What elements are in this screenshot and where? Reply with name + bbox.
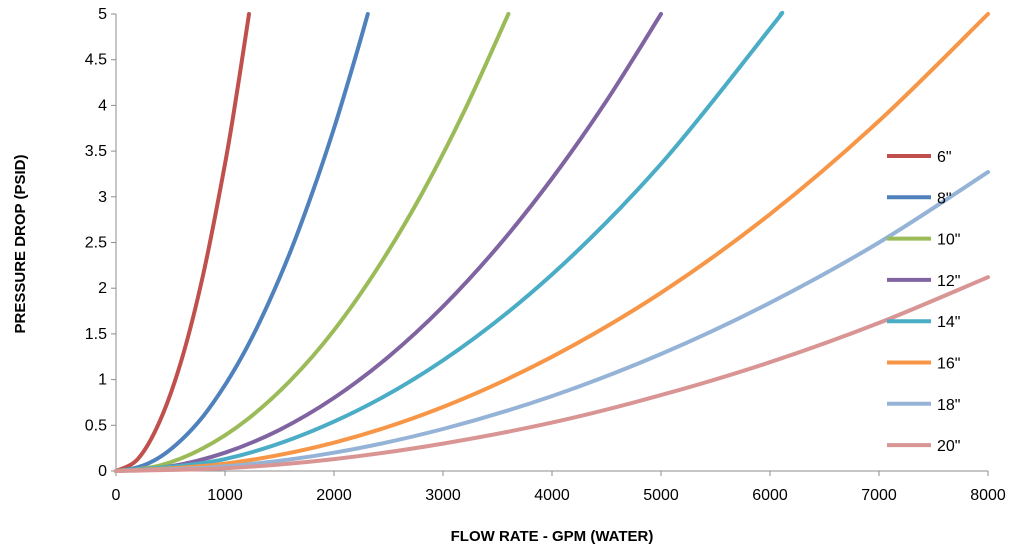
legend-label: 12" <box>937 273 960 290</box>
y-tick-label: 0 <box>98 463 107 480</box>
series-lines <box>114 10 990 473</box>
y-tick-label: 0.5 <box>85 417 107 434</box>
y-tick-label: 2 <box>98 280 107 297</box>
series-line-2 <box>114 12 370 473</box>
x-tick-label: 5000 <box>643 487 679 504</box>
series-line-3 <box>114 12 511 473</box>
x-tick-label: 1000 <box>207 487 243 504</box>
x-tick-label: 4000 <box>534 487 570 504</box>
x-axis-title: FLOW RATE - GPM (WATER) <box>451 528 654 545</box>
y-tick-label: 2.5 <box>85 235 107 252</box>
legend-label: 14" <box>937 314 960 331</box>
y-tick-label: 5 <box>98 6 107 23</box>
axes: 0 0.5 1 1.5 2 2.5 3 3.5 4 4.5 5 0 1000 2000 3000 4000 50… <box>85 6 1006 504</box>
y-tick-label: 4 <box>98 97 107 114</box>
legend-label: 18" <box>937 397 960 414</box>
y-tick-label: 1 <box>98 372 107 389</box>
x-tick-label: 0 <box>112 487 121 504</box>
legend-label: 16" <box>937 356 960 373</box>
y-tick-label: 3 <box>98 189 107 206</box>
series-line-6 <box>114 12 990 473</box>
legend: 6" 8" 10" 12" 14" 16" 18" 20" <box>887 149 960 455</box>
x-tick-label: 3000 <box>425 487 461 504</box>
legend-label: 6" <box>937 149 952 166</box>
y-tick-label: 3.5 <box>85 143 107 160</box>
x-tick-label: 6000 <box>752 487 788 504</box>
series-line-7 <box>114 170 990 473</box>
x-tick-label: 2000 <box>316 487 352 504</box>
y-tick-label: 4.5 <box>85 52 107 69</box>
legend-label: 20" <box>937 438 960 455</box>
legend-label: 10" <box>937 232 960 249</box>
y-tick-label: 1.5 <box>85 326 107 343</box>
x-tick-label: 7000 <box>861 487 897 504</box>
series-line-4 <box>114 12 663 473</box>
legend-label: 8" <box>937 190 952 207</box>
series-line-1 <box>114 12 251 473</box>
x-tick-label: 8000 <box>970 487 1006 504</box>
y-axis-title: PRESSURE DROP (PSID) <box>12 155 29 334</box>
series-line-5 <box>114 10 785 473</box>
series-line-8 <box>114 275 990 473</box>
